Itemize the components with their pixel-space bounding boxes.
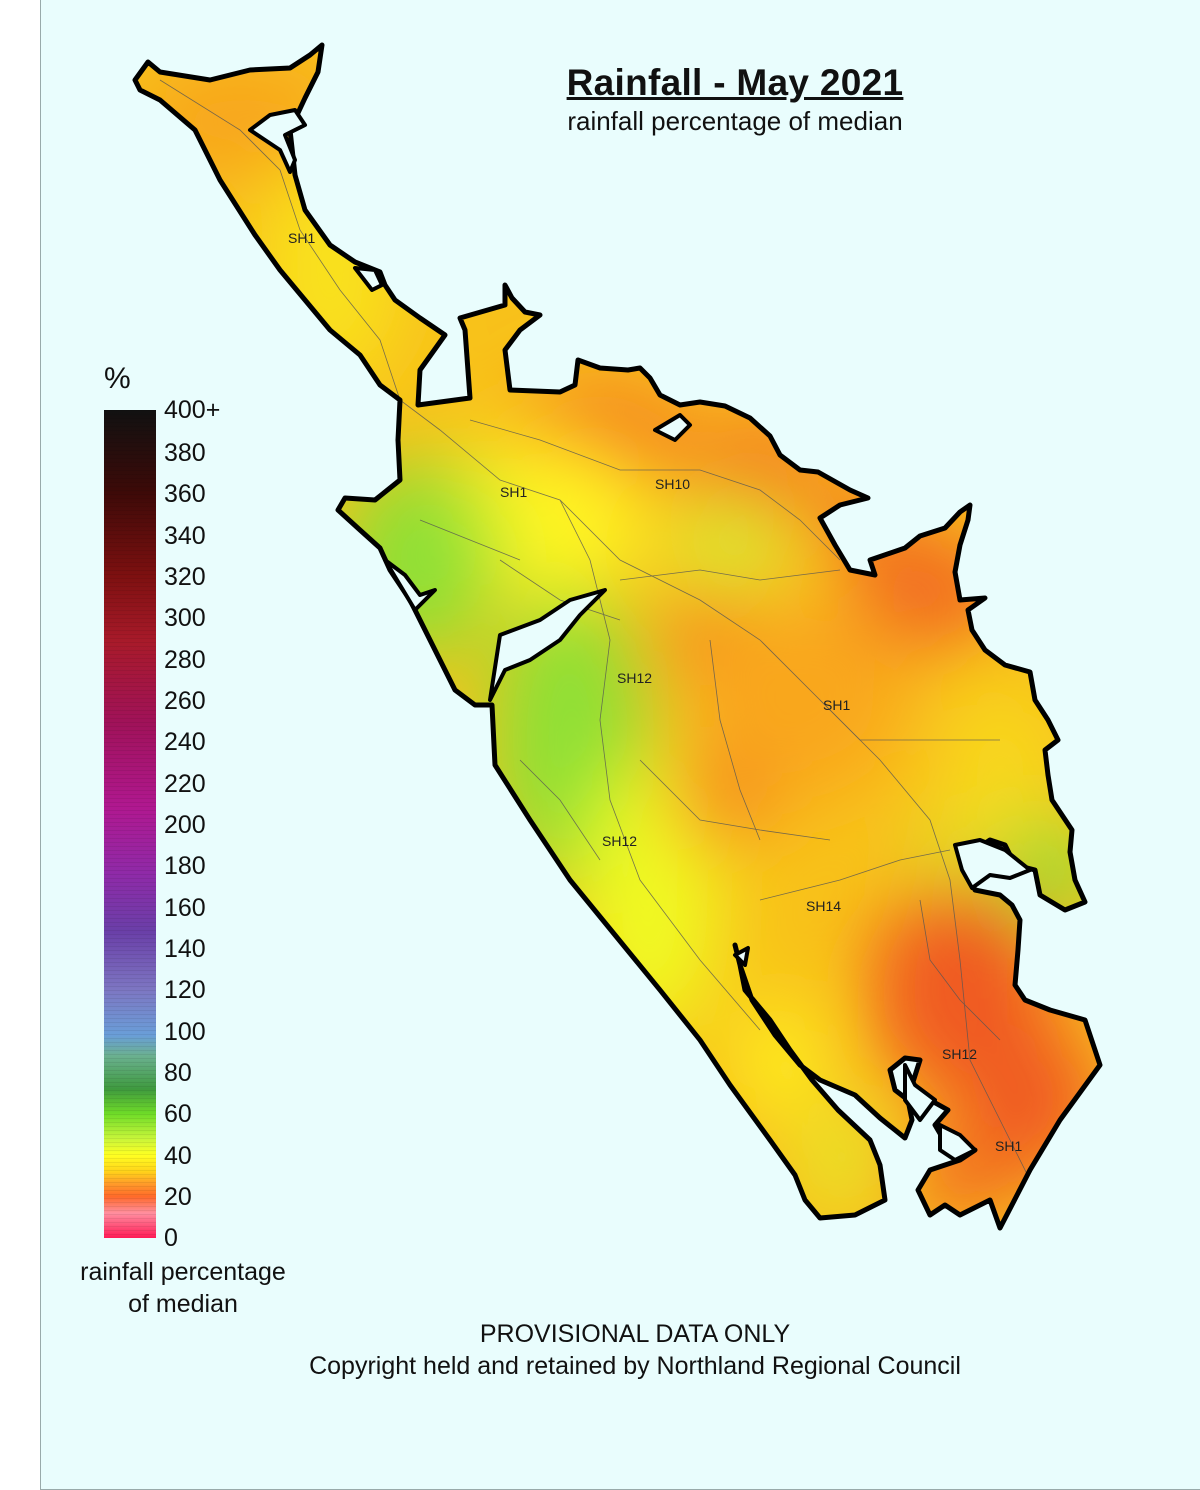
rainfall-surface	[135, 45, 1100, 1228]
road-labels: SH1 SH1 SH10 SH12 SH1 SH12 SH14 SH12 SH1	[288, 230, 1022, 1154]
legend-tick-60: 60	[164, 1100, 192, 1128]
harbour-cutouts	[248, 108, 1032, 1162]
road-label-sh12-south: SH12	[942, 1046, 977, 1062]
legend-tick-20: 20	[164, 1183, 192, 1211]
legend-tick-300: 300	[164, 604, 206, 632]
copyright-notice: Copyright held and retained by Northland…	[309, 1352, 961, 1380]
road-label-sh1-kaitaia: SH1	[500, 484, 527, 500]
legend-tick-340: 340	[164, 522, 206, 550]
legend-tick-280: 280	[164, 646, 206, 674]
legend-tick-100: 100	[164, 1018, 206, 1046]
legend-tick-380: 380	[164, 439, 206, 467]
map-title: Rainfall - May 2021	[566, 62, 904, 103]
legend-tick-400: 400+	[164, 396, 221, 424]
legend-tick-180: 180	[164, 852, 206, 880]
legend-tick-320: 320	[164, 563, 206, 591]
legend-unit: %	[104, 362, 131, 395]
road-label-sh1-central: SH1	[823, 697, 850, 713]
legend-tick-260: 260	[164, 687, 206, 715]
road-label-sh1-south: SH1	[995, 1138, 1022, 1154]
legend-tick-160: 160	[164, 894, 206, 922]
legend-caption-line2: of median	[128, 1290, 238, 1318]
legend-tick-80: 80	[164, 1059, 192, 1087]
road-label-sh12-north: SH12	[617, 670, 652, 686]
legend-tick-40: 40	[164, 1142, 192, 1170]
road-label-sh14: SH14	[806, 898, 841, 914]
legend-color-bar	[104, 410, 156, 1238]
road-label-sh1-north: SH1	[288, 230, 315, 246]
legend-caption-line1: rainfall percentage	[80, 1258, 286, 1286]
legend-caption: rainfall percentage of median	[58, 1256, 308, 1320]
legend-tick-0: 0	[164, 1224, 178, 1252]
legend-tick-360: 360	[164, 480, 206, 508]
road-label-sh10: SH10	[655, 476, 690, 492]
provisional-notice: PROVISIONAL DATA ONLY	[479, 1320, 791, 1348]
road-network	[159, 79, 1031, 1181]
legend-tick-220: 220	[164, 770, 206, 798]
map-subtitle: rainfall percentage of median	[567, 106, 903, 136]
legend-tick-120: 120	[164, 976, 206, 1004]
legend-tick-140: 140	[164, 935, 206, 963]
legend-tick-200: 200	[164, 811, 206, 839]
road-label-sh12-west: SH12	[602, 833, 637, 849]
legend-tick-240: 240	[164, 728, 206, 756]
